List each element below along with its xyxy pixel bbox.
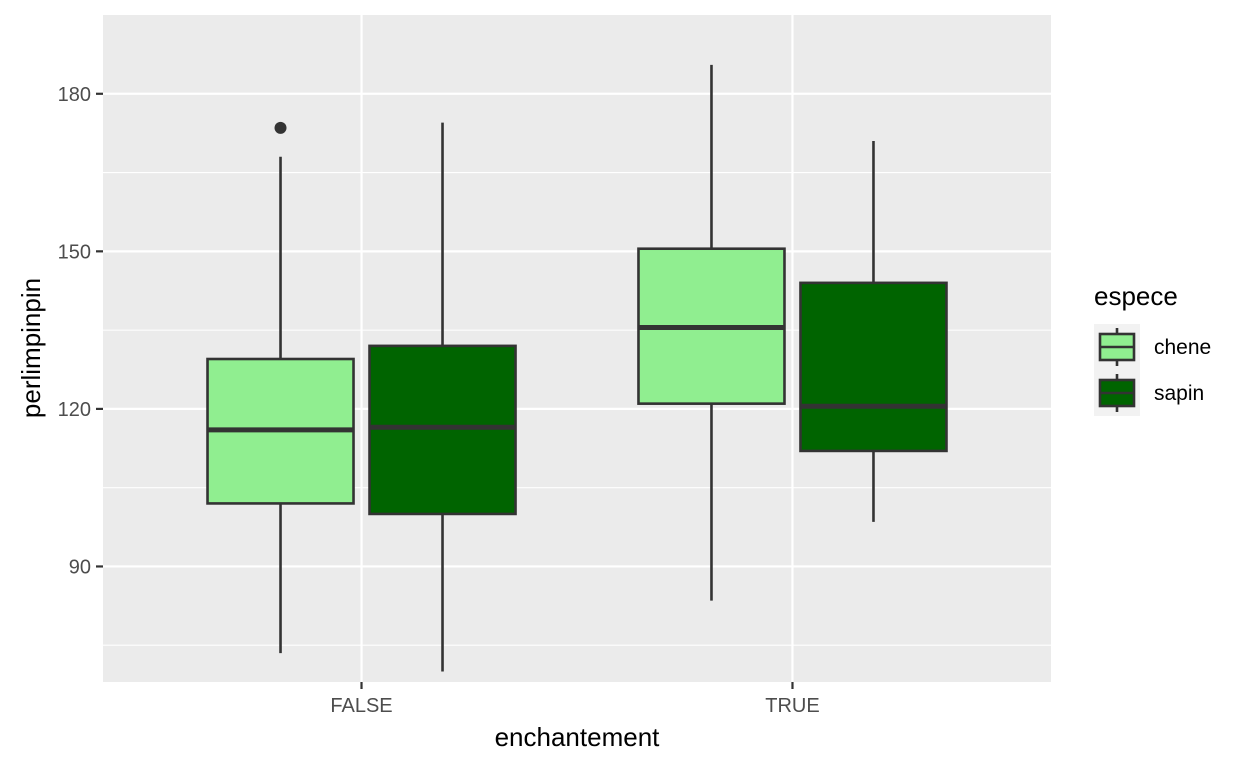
- y-axis-title: perlimpinpin: [16, 278, 46, 418]
- y-tick-label: 90: [69, 556, 91, 578]
- box-sapin-FALSE: [368, 122, 517, 672]
- y-axis: 90 120 150 180: [58, 84, 103, 578]
- box-body: [368, 344, 517, 516]
- legend-label: chene: [1154, 336, 1211, 359]
- legend-key-chene: chene: [1094, 324, 1211, 370]
- x-tick-label: FALSE: [330, 695, 392, 717]
- legend-title: espece: [1094, 281, 1178, 311]
- legend-label: sapin: [1154, 382, 1204, 405]
- x-axis-title: enchantement: [495, 722, 661, 752]
- box-chene-TRUE: [637, 64, 786, 601]
- legend-key-sapin: sapin: [1094, 370, 1204, 416]
- box-body: [799, 281, 948, 453]
- y-tick-label: 180: [58, 84, 91, 106]
- y-tick-label: 150: [58, 241, 91, 263]
- x-tick-label: TRUE: [765, 695, 819, 717]
- outlier-point: [274, 121, 287, 134]
- y-tick-label: 120: [58, 399, 91, 421]
- box-chene-FALSE: [206, 121, 355, 654]
- x-axis: FALSE TRUE: [330, 682, 820, 717]
- boxes-layer: [206, 64, 948, 672]
- box-sapin-TRUE: [799, 141, 948, 522]
- legend: espece chene sapin: [1094, 281, 1211, 416]
